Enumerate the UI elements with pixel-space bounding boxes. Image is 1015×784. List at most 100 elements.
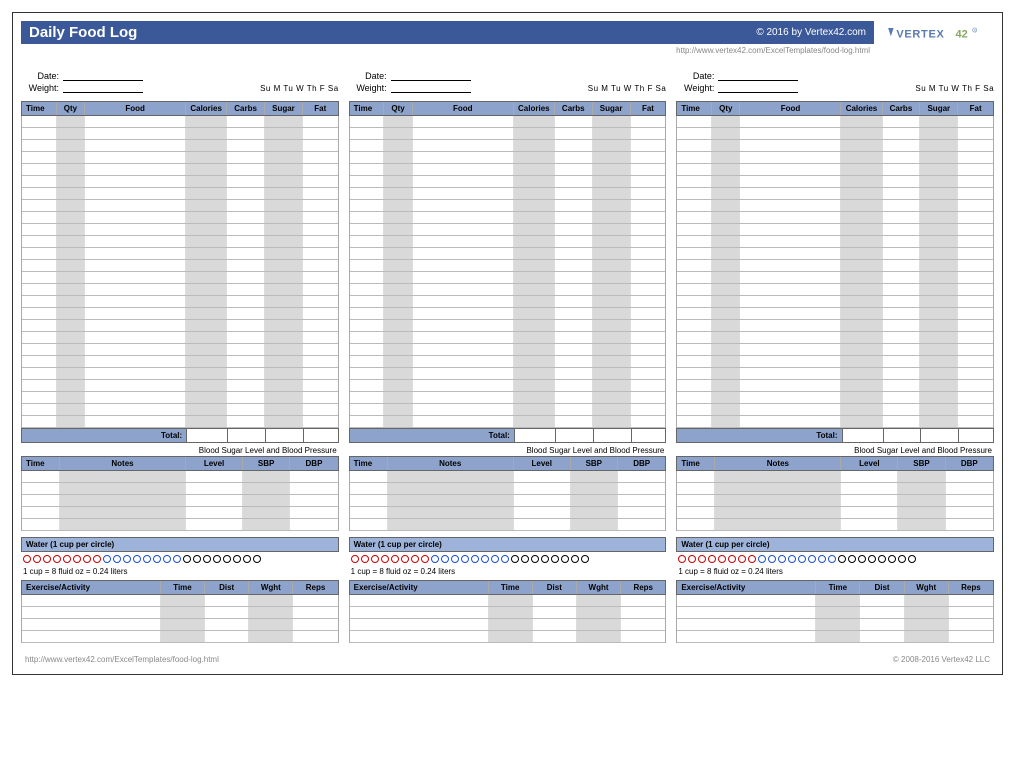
food-cell[interactable] [920,296,958,307]
food-cell[interactable] [740,392,841,403]
water-circle[interactable] [878,555,886,563]
food-cell[interactable] [303,392,338,403]
food-cell[interactable] [841,260,882,271]
bp-cell[interactable] [841,483,898,494]
food-cell[interactable] [57,248,85,259]
food-cell[interactable] [841,392,882,403]
food-cell[interactable] [265,152,303,163]
food-cell[interactable] [57,176,85,187]
exercise-cell[interactable] [949,595,993,606]
water-circle[interactable] [561,555,569,563]
food-cell[interactable] [384,224,412,235]
bp-cell[interactable] [243,519,290,530]
food-cell[interactable] [631,140,666,151]
food-cell[interactable] [712,392,740,403]
food-cell[interactable] [384,368,412,379]
food-cell[interactable] [631,152,666,163]
food-cell[interactable] [350,416,385,427]
food-cell[interactable] [841,200,882,211]
food-cell[interactable] [555,248,593,259]
food-cell[interactable] [883,236,921,247]
food-cell[interactable] [740,236,841,247]
food-cell[interactable] [350,380,385,391]
food-cell[interactable] [227,236,265,247]
bp-cell[interactable] [22,495,60,506]
food-cell[interactable] [227,320,265,331]
bp-cell[interactable] [946,507,993,518]
bp-cell[interactable] [290,519,337,530]
food-cell[interactable] [920,308,958,319]
food-cell[interactable] [593,416,631,427]
food-cell[interactable] [384,188,412,199]
food-cell[interactable] [920,320,958,331]
food-cell[interactable] [883,128,921,139]
bp-cell[interactable] [898,483,945,494]
food-cell[interactable] [920,344,958,355]
food-cell[interactable] [920,200,958,211]
food-cell[interactable] [384,284,412,295]
food-cell[interactable] [920,392,958,403]
food-cell[interactable] [631,116,666,127]
date-input-line[interactable] [63,70,143,81]
food-cell[interactable] [265,296,303,307]
food-cell[interactable] [85,152,186,163]
food-cell[interactable] [413,320,514,331]
food-cell[interactable] [265,224,303,235]
food-cell[interactable] [740,128,841,139]
food-cell[interactable] [841,404,882,415]
bp-cell[interactable] [22,471,60,482]
food-cell[interactable] [593,164,631,175]
exercise-cell[interactable] [249,631,293,642]
food-cell[interactable] [631,380,666,391]
food-cell[interactable] [712,296,740,307]
food-cell[interactable] [85,188,186,199]
food-cell[interactable] [57,128,85,139]
food-cell[interactable] [631,332,666,343]
date-input-line[interactable] [718,70,798,81]
food-cell[interactable] [384,272,412,283]
food-cell[interactable] [883,332,921,343]
water-circle[interactable] [233,555,241,563]
food-cell[interactable] [186,212,227,223]
food-cell[interactable] [958,116,993,127]
exercise-cell[interactable] [621,631,665,642]
exercise-cell[interactable] [161,595,205,606]
food-cell[interactable] [227,308,265,319]
food-cell[interactable] [85,404,186,415]
water-circle[interactable] [173,555,181,563]
food-cell[interactable] [303,116,338,127]
food-cell[interactable] [593,128,631,139]
food-cell[interactable] [514,140,555,151]
water-circle[interactable] [411,555,419,563]
food-cell[interactable] [883,200,921,211]
bp-cell[interactable] [388,483,514,494]
food-cell[interactable] [841,164,882,175]
food-cell[interactable] [593,152,631,163]
exercise-cell[interactable] [905,595,949,606]
food-cell[interactable] [555,188,593,199]
food-cell[interactable] [413,116,514,127]
food-cell[interactable] [22,224,57,235]
food-cell[interactable] [555,380,593,391]
food-cell[interactable] [186,308,227,319]
food-cell[interactable] [920,176,958,187]
exercise-cell[interactable] [677,607,816,618]
bp-cell[interactable] [677,471,715,482]
food-cell[interactable] [555,416,593,427]
food-cell[interactable] [22,296,57,307]
food-cell[interactable] [413,284,514,295]
bp-cell[interactable] [514,483,571,494]
food-cell[interactable] [22,260,57,271]
food-cell[interactable] [85,128,186,139]
food-cell[interactable] [57,416,85,427]
food-cell[interactable] [22,308,57,319]
food-cell[interactable] [555,260,593,271]
food-cell[interactable] [186,368,227,379]
food-cell[interactable] [186,272,227,283]
food-cell[interactable] [350,296,385,307]
food-cell[interactable] [712,320,740,331]
food-cell[interactable] [712,356,740,367]
water-circle[interactable] [63,555,71,563]
bp-cell[interactable] [60,507,186,518]
water-circle[interactable] [798,555,806,563]
